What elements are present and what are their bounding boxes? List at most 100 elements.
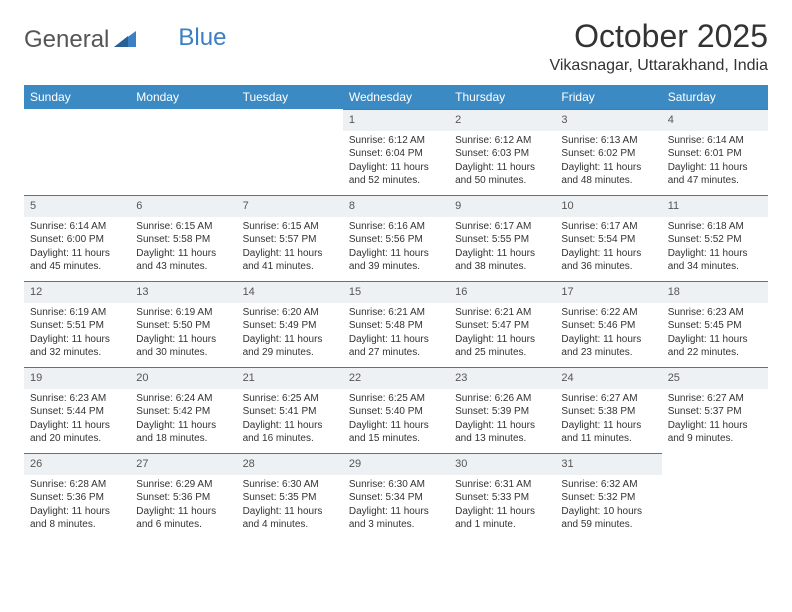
daylight-text: Daylight: 11 hours and 39 minutes. — [349, 247, 443, 274]
day-body: Sunrise: 6:21 AMSunset: 5:47 PMDaylight:… — [449, 303, 555, 366]
sunset-text: Sunset: 5:34 PM — [349, 491, 443, 505]
sunset-text: Sunset: 5:40 PM — [349, 405, 443, 419]
day-number: 28 — [237, 453, 343, 475]
day-number: 30 — [449, 453, 555, 475]
day-number: 18 — [662, 281, 768, 303]
day-body: Sunrise: 6:19 AMSunset: 5:51 PMDaylight:… — [24, 303, 130, 366]
daylight-text: Daylight: 11 hours and 18 minutes. — [136, 419, 230, 446]
day-body: Sunrise: 6:23 AMSunset: 5:44 PMDaylight:… — [24, 389, 130, 452]
daylight-text: Daylight: 11 hours and 45 minutes. — [30, 247, 124, 274]
day-number: 21 — [237, 367, 343, 389]
calendar-day-cell: 1Sunrise: 6:12 AMSunset: 6:04 PMDaylight… — [343, 109, 449, 195]
calendar-day-cell: 16Sunrise: 6:21 AMSunset: 5:47 PMDayligh… — [449, 281, 555, 367]
day-body: Sunrise: 6:23 AMSunset: 5:45 PMDaylight:… — [662, 303, 768, 366]
calendar-day-cell: 15Sunrise: 6:21 AMSunset: 5:48 PMDayligh… — [343, 281, 449, 367]
sunrise-text: Sunrise: 6:17 AM — [455, 220, 549, 234]
calendar-day-cell: 19Sunrise: 6:23 AMSunset: 5:44 PMDayligh… — [24, 367, 130, 453]
daylight-text: Daylight: 11 hours and 50 minutes. — [455, 161, 549, 188]
weekday-header: Saturday — [662, 85, 768, 109]
weekday-header: Friday — [555, 85, 661, 109]
calendar-body: 1Sunrise: 6:12 AMSunset: 6:04 PMDaylight… — [24, 109, 768, 539]
sunset-text: Sunset: 5:38 PM — [561, 405, 655, 419]
calendar-day-cell: 4Sunrise: 6:14 AMSunset: 6:01 PMDaylight… — [662, 109, 768, 195]
daylight-text: Daylight: 11 hours and 36 minutes. — [561, 247, 655, 274]
month-title: October 2025 — [549, 18, 768, 55]
calendar-day-cell: 13Sunrise: 6:19 AMSunset: 5:50 PMDayligh… — [130, 281, 236, 367]
daylight-text: Daylight: 11 hours and 11 minutes. — [561, 419, 655, 446]
daylight-text: Daylight: 11 hours and 6 minutes. — [136, 505, 230, 532]
sunrise-text: Sunrise: 6:25 AM — [349, 392, 443, 406]
day-number: 17 — [555, 281, 661, 303]
sunset-text: Sunset: 6:01 PM — [668, 147, 762, 161]
calendar-day-cell: 28Sunrise: 6:30 AMSunset: 5:35 PMDayligh… — [237, 453, 343, 539]
sunrise-text: Sunrise: 6:19 AM — [136, 306, 230, 320]
sunrise-text: Sunrise: 6:16 AM — [349, 220, 443, 234]
sunrise-text: Sunrise: 6:26 AM — [455, 392, 549, 406]
calendar-day-cell: 24Sunrise: 6:27 AMSunset: 5:38 PMDayligh… — [555, 367, 661, 453]
sunrise-text: Sunrise: 6:24 AM — [136, 392, 230, 406]
day-body: Sunrise: 6:29 AMSunset: 5:36 PMDaylight:… — [130, 475, 236, 538]
day-body: Sunrise: 6:12 AMSunset: 6:04 PMDaylight:… — [343, 131, 449, 194]
weekday-header: Tuesday — [237, 85, 343, 109]
sunset-text: Sunset: 5:41 PM — [243, 405, 337, 419]
sunset-text: Sunset: 5:33 PM — [455, 491, 549, 505]
sunset-text: Sunset: 5:58 PM — [136, 233, 230, 247]
daylight-text: Daylight: 11 hours and 32 minutes. — [30, 333, 124, 360]
daylight-text: Daylight: 11 hours and 20 minutes. — [30, 419, 124, 446]
day-body: Sunrise: 6:25 AMSunset: 5:40 PMDaylight:… — [343, 389, 449, 452]
sunset-text: Sunset: 5:35 PM — [243, 491, 337, 505]
day-body: Sunrise: 6:19 AMSunset: 5:50 PMDaylight:… — [130, 303, 236, 366]
daylight-text: Daylight: 11 hours and 48 minutes. — [561, 161, 655, 188]
location: Vikasnagar, Uttarakhand, India — [549, 57, 768, 75]
sunset-text: Sunset: 5:57 PM — [243, 233, 337, 247]
calendar-day-cell: 30Sunrise: 6:31 AMSunset: 5:33 PMDayligh… — [449, 453, 555, 539]
calendar-table: SundayMondayTuesdayWednesdayThursdayFrid… — [24, 85, 768, 539]
day-body: Sunrise: 6:18 AMSunset: 5:52 PMDaylight:… — [662, 217, 768, 280]
logo-text-blue: Blue — [178, 24, 226, 52]
logo: General Blue — [24, 18, 226, 54]
calendar-day-cell: 2Sunrise: 6:12 AMSunset: 6:03 PMDaylight… — [449, 109, 555, 195]
day-body: Sunrise: 6:25 AMSunset: 5:41 PMDaylight:… — [237, 389, 343, 452]
calendar-day-cell: 7Sunrise: 6:15 AMSunset: 5:57 PMDaylight… — [237, 195, 343, 281]
sunrise-text: Sunrise: 6:14 AM — [30, 220, 124, 234]
daylight-text: Daylight: 10 hours and 59 minutes. — [561, 505, 655, 532]
daylight-text: Daylight: 11 hours and 13 minutes. — [455, 419, 549, 446]
day-number: 13 — [130, 281, 236, 303]
calendar-day-cell: 9Sunrise: 6:17 AMSunset: 5:55 PMDaylight… — [449, 195, 555, 281]
day-body: Sunrise: 6:15 AMSunset: 5:58 PMDaylight:… — [130, 217, 236, 280]
day-body: Sunrise: 6:13 AMSunset: 6:02 PMDaylight:… — [555, 131, 661, 194]
calendar-day-cell: 21Sunrise: 6:25 AMSunset: 5:41 PMDayligh… — [237, 367, 343, 453]
day-body: Sunrise: 6:26 AMSunset: 5:39 PMDaylight:… — [449, 389, 555, 452]
sunset-text: Sunset: 5:56 PM — [349, 233, 443, 247]
day-body: Sunrise: 6:15 AMSunset: 5:57 PMDaylight:… — [237, 217, 343, 280]
daylight-text: Daylight: 11 hours and 9 minutes. — [668, 419, 762, 446]
day-body: Sunrise: 6:32 AMSunset: 5:32 PMDaylight:… — [555, 475, 661, 538]
weekday-header: Sunday — [24, 85, 130, 109]
day-body: Sunrise: 6:30 AMSunset: 5:34 PMDaylight:… — [343, 475, 449, 538]
daylight-text: Daylight: 11 hours and 8 minutes. — [30, 505, 124, 532]
calendar-day-cell: 3Sunrise: 6:13 AMSunset: 6:02 PMDaylight… — [555, 109, 661, 195]
sunrise-text: Sunrise: 6:19 AM — [30, 306, 124, 320]
calendar-week-row: 26Sunrise: 6:28 AMSunset: 5:36 PMDayligh… — [24, 453, 768, 539]
daylight-text: Daylight: 11 hours and 41 minutes. — [243, 247, 337, 274]
day-number: 2 — [449, 109, 555, 131]
daylight-text: Daylight: 11 hours and 43 minutes. — [136, 247, 230, 274]
day-number: 10 — [555, 195, 661, 217]
sunrise-text: Sunrise: 6:25 AM — [243, 392, 337, 406]
sunset-text: Sunset: 6:04 PM — [349, 147, 443, 161]
day-body: Sunrise: 6:16 AMSunset: 5:56 PMDaylight:… — [343, 217, 449, 280]
sunset-text: Sunset: 5:54 PM — [561, 233, 655, 247]
weekday-header: Thursday — [449, 85, 555, 109]
weekday-header: Wednesday — [343, 85, 449, 109]
daylight-text: Daylight: 11 hours and 4 minutes. — [243, 505, 337, 532]
sunrise-text: Sunrise: 6:30 AM — [349, 478, 443, 492]
daylight-text: Daylight: 11 hours and 15 minutes. — [349, 419, 443, 446]
day-number: 9 — [449, 195, 555, 217]
day-number: 6 — [130, 195, 236, 217]
sunrise-text: Sunrise: 6:28 AM — [30, 478, 124, 492]
daylight-text: Daylight: 11 hours and 1 minute. — [455, 505, 549, 532]
sunset-text: Sunset: 5:36 PM — [30, 491, 124, 505]
daylight-text: Daylight: 11 hours and 23 minutes. — [561, 333, 655, 360]
sunset-text: Sunset: 5:39 PM — [455, 405, 549, 419]
calendar-day-cell: 11Sunrise: 6:18 AMSunset: 5:52 PMDayligh… — [662, 195, 768, 281]
